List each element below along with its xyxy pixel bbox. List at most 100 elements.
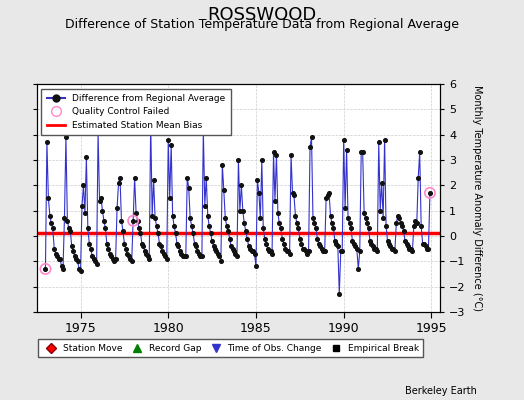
Point: [138, 240, 146, 247]
Point: [370, 246, 378, 252]
Point: [262, 240, 270, 247]
Point: [394, 212, 402, 219]
Point: [92, 261, 101, 267]
Point: [351, 243, 359, 249]
Point: [347, 225, 355, 232]
Point: [373, 248, 381, 254]
Point: [107, 253, 115, 260]
Point: [364, 225, 373, 232]
Point: [60, 215, 69, 222]
Point: [162, 256, 171, 262]
Point: [421, 243, 430, 249]
Point: [164, 136, 172, 143]
Point: [392, 220, 400, 226]
Point: [319, 248, 328, 254]
Point: [250, 250, 259, 257]
Point: [348, 238, 357, 244]
Point: [243, 235, 252, 242]
Point: [94, 129, 102, 135]
Point: [255, 190, 263, 196]
Point: [50, 246, 58, 252]
Point: [246, 246, 254, 252]
Point: [136, 230, 145, 237]
Point: [414, 174, 422, 181]
Point: [407, 246, 415, 252]
Point: [108, 256, 117, 262]
Point: [296, 235, 304, 242]
Point: [425, 190, 434, 196]
Point: [314, 240, 323, 247]
Point: [323, 192, 332, 199]
Point: [376, 208, 385, 214]
Point: [233, 253, 241, 260]
Point: [127, 258, 136, 264]
Point: [167, 142, 176, 148]
Point: [419, 240, 427, 247]
Point: [288, 190, 297, 196]
Point: [85, 240, 93, 247]
Point: [201, 202, 209, 209]
Point: [188, 223, 196, 229]
Point: [328, 220, 336, 226]
Point: [367, 240, 376, 247]
Point: [88, 253, 96, 260]
Point: [353, 246, 361, 252]
Point: [363, 220, 371, 226]
Point: [322, 195, 330, 201]
Point: [275, 220, 283, 226]
Point: [224, 228, 232, 234]
Point: [335, 291, 343, 298]
Point: [130, 174, 139, 181]
Point: [221, 215, 230, 222]
Point: [310, 220, 319, 226]
Point: [173, 240, 181, 247]
Point: [46, 212, 54, 219]
Point: [278, 235, 287, 242]
Legend: Station Move, Record Gap, Time of Obs. Change, Empirical Break: Station Move, Record Gap, Time of Obs. C…: [38, 340, 423, 358]
Point: [126, 256, 135, 262]
Point: [203, 212, 212, 219]
Point: [161, 253, 169, 260]
Point: [205, 223, 213, 229]
Point: [385, 240, 393, 247]
Point: [142, 250, 150, 257]
Point: [129, 218, 137, 224]
Point: [117, 218, 126, 224]
Point: [395, 215, 403, 222]
Point: [223, 223, 231, 229]
Point: [245, 243, 253, 249]
Point: [183, 174, 191, 181]
Point: [72, 256, 80, 262]
Point: [79, 182, 88, 188]
Point: [176, 248, 184, 254]
Point: [106, 250, 114, 257]
Point: [336, 248, 345, 254]
Point: [331, 238, 339, 244]
Point: [110, 258, 118, 264]
Point: [189, 230, 198, 237]
Point: [41, 266, 50, 272]
Point: [177, 250, 185, 257]
Point: [154, 230, 162, 237]
Point: [423, 246, 431, 252]
Point: [312, 225, 320, 232]
Point: [145, 256, 154, 262]
Point: [225, 235, 234, 242]
Point: [375, 139, 383, 146]
Point: [53, 253, 61, 260]
Point: [300, 246, 309, 252]
Point: [84, 225, 92, 232]
Point: [410, 223, 418, 229]
Point: [103, 240, 111, 247]
Point: [313, 235, 322, 242]
Point: [99, 208, 107, 214]
Point: [192, 243, 200, 249]
Point: [303, 250, 311, 257]
Point: [206, 230, 215, 237]
Point: [73, 258, 82, 264]
Point: [71, 253, 79, 260]
Point: [397, 220, 405, 226]
Point: [86, 246, 95, 252]
Point: [369, 243, 377, 249]
Point: [77, 268, 85, 275]
